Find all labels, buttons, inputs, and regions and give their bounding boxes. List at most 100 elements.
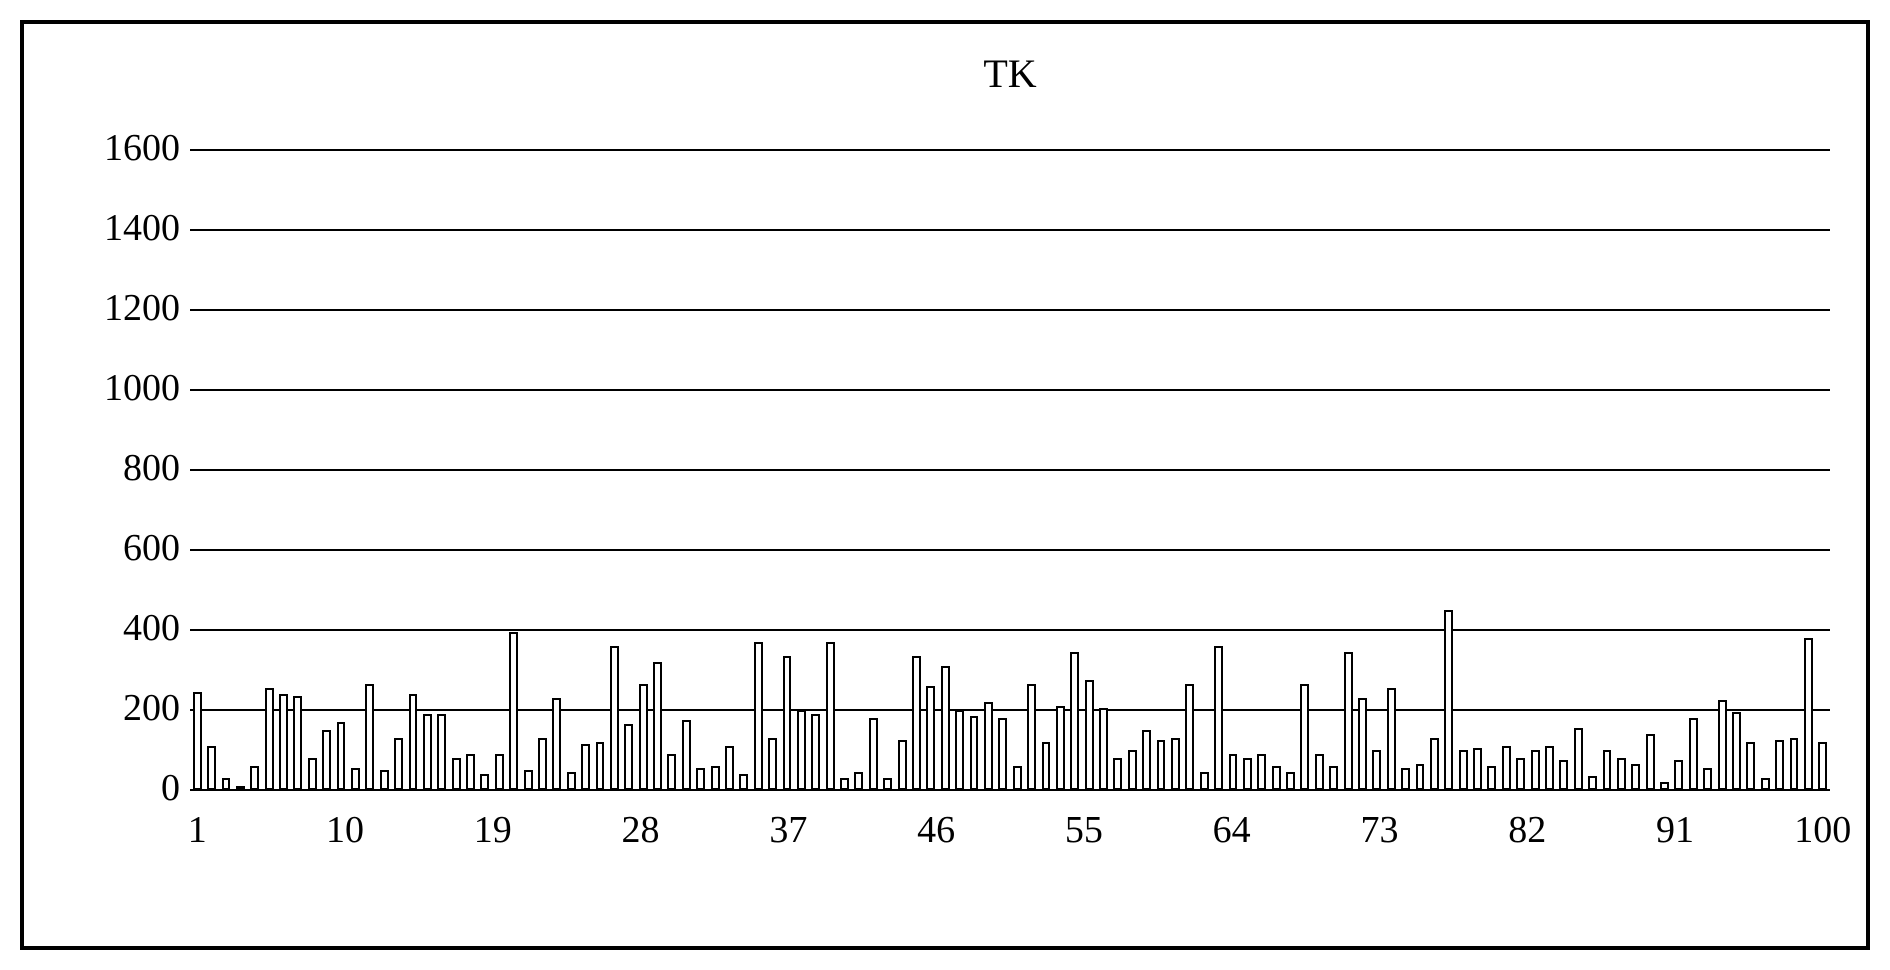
- y-gridline: [190, 549, 1830, 551]
- bar: [552, 698, 561, 790]
- y-gridline: [190, 309, 1830, 311]
- bar: [854, 772, 863, 790]
- bar: [811, 714, 820, 790]
- bar: [222, 778, 231, 790]
- bar: [1732, 712, 1741, 790]
- bar: [437, 714, 446, 790]
- bar: [1372, 750, 1381, 790]
- bar: [624, 724, 633, 790]
- bar: [1516, 758, 1525, 790]
- bar: [293, 696, 302, 790]
- y-gridline: [190, 789, 1830, 791]
- bar: [1444, 610, 1453, 790]
- bar: [1473, 748, 1482, 790]
- bar: [351, 768, 360, 790]
- bar: [1214, 646, 1223, 790]
- bar: [797, 710, 806, 790]
- bar: [409, 694, 418, 790]
- bar: [1142, 730, 1151, 790]
- bar: [1257, 754, 1266, 790]
- bar: [912, 656, 921, 790]
- bar: [1042, 742, 1051, 790]
- bar: [1775, 740, 1784, 790]
- bar: [1358, 698, 1367, 790]
- bar: [1689, 718, 1698, 790]
- bar: [567, 772, 576, 790]
- bar: [1387, 688, 1396, 790]
- bar: [380, 770, 389, 790]
- y-tick-label: 600: [50, 526, 180, 570]
- bar: [1171, 738, 1180, 790]
- bar: [1185, 684, 1194, 790]
- bar: [926, 686, 935, 790]
- bar: [955, 710, 964, 790]
- bar: [1804, 638, 1813, 790]
- bar: [1056, 706, 1065, 790]
- x-tick-label: 1: [152, 808, 242, 852]
- y-gridline: [190, 389, 1830, 391]
- bar: [1200, 772, 1209, 790]
- bar: [1416, 764, 1425, 790]
- bar: [524, 770, 533, 790]
- y-tick-label: 800: [50, 446, 180, 490]
- y-tick-label: 1200: [50, 286, 180, 330]
- bar: [725, 746, 734, 790]
- bar: [869, 718, 878, 790]
- x-tick-label: 82: [1482, 808, 1572, 852]
- x-tick-label: 28: [596, 808, 686, 852]
- x-tick-label: 10: [300, 808, 390, 852]
- y-gridline: [190, 629, 1830, 631]
- x-tick-label: 91: [1630, 808, 1720, 852]
- y-gridline: [190, 229, 1830, 231]
- bar: [1631, 764, 1640, 790]
- bar: [898, 740, 907, 790]
- y-tick-label: 1400: [50, 206, 180, 250]
- bar: [596, 742, 605, 790]
- bar: [308, 758, 317, 790]
- bar: [1113, 758, 1122, 790]
- bar: [1272, 766, 1281, 790]
- bar: [466, 754, 475, 790]
- x-tick-label: 73: [1334, 808, 1424, 852]
- bar: [1761, 778, 1770, 790]
- bar: [1790, 738, 1799, 790]
- y-tick-label: 400: [50, 606, 180, 650]
- bar: [1128, 750, 1137, 790]
- bar: [265, 688, 274, 790]
- y-gridline: [190, 149, 1830, 151]
- bar: [279, 694, 288, 790]
- bar: [1674, 760, 1683, 790]
- bar: [667, 754, 676, 790]
- bar: [1027, 684, 1036, 790]
- bar: [581, 744, 590, 790]
- bar: [783, 656, 792, 790]
- bar: [1531, 750, 1540, 790]
- bar: [1660, 782, 1669, 790]
- bar: [1559, 760, 1568, 790]
- bar: [610, 646, 619, 790]
- bar: [322, 730, 331, 790]
- plot-area: [190, 150, 1830, 790]
- chart-title: TK: [190, 50, 1830, 97]
- bar: [1588, 776, 1597, 790]
- bar: [1603, 750, 1612, 790]
- bar: [480, 774, 489, 790]
- bar: [1157, 740, 1166, 790]
- bar: [970, 716, 979, 790]
- bar: [883, 778, 892, 790]
- bar: [1746, 742, 1755, 790]
- bar: [250, 766, 259, 790]
- bar: [826, 642, 835, 790]
- bar: [1286, 772, 1295, 790]
- bar: [365, 684, 374, 790]
- bar: [1617, 758, 1626, 790]
- bar: [754, 642, 763, 790]
- bar: [1487, 766, 1496, 790]
- bar: [768, 738, 777, 790]
- bar: [1703, 768, 1712, 790]
- bar: [1344, 652, 1353, 790]
- bar: [509, 632, 518, 790]
- bar: [653, 662, 662, 790]
- x-tick-label: 37: [743, 808, 833, 852]
- bar: [711, 766, 720, 790]
